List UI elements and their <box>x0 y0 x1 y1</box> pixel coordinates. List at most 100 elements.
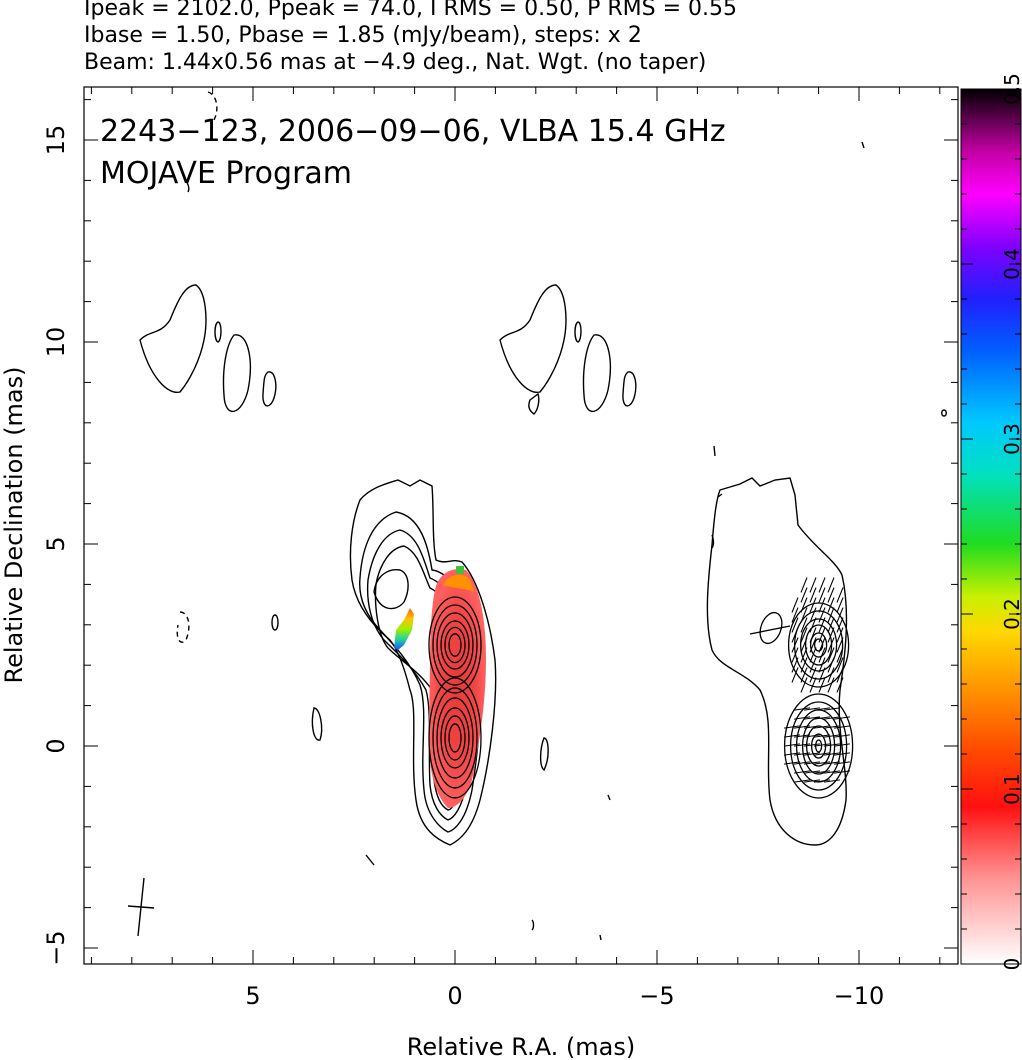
evpa-tick <box>827 587 835 603</box>
right-core-contour <box>789 701 848 791</box>
right-emission-blob-contour <box>574 321 582 343</box>
right-emission-blob-contour <box>582 334 611 413</box>
evpa-tick <box>818 657 826 673</box>
y-tick-label: 15 <box>42 125 70 156</box>
evpa-tick <box>804 734 820 738</box>
evpa-tick <box>827 617 835 633</box>
header-line-1: Ipeak = 2102.0, Ppeak = 74.0, I RMS = 0.… <box>84 0 737 21</box>
evpa-tick <box>794 716 810 720</box>
core-contour <box>448 633 462 657</box>
evpa-tick <box>836 667 844 683</box>
evpa-tick <box>827 627 835 643</box>
evpa-tick <box>794 734 810 738</box>
chart-title: 2243−123, 2006−09−06, VLBA 15.4 GHz <box>100 114 726 149</box>
evpa-tick <box>800 667 808 683</box>
evpa-tick <box>809 597 817 613</box>
evpa-tick <box>824 734 840 738</box>
evpa-tick <box>824 725 840 729</box>
x-tick-labels: 5 0 −5 −10 <box>245 982 884 1010</box>
evpa-tick <box>824 752 840 756</box>
evpa-tick <box>800 587 808 603</box>
evpa-tick <box>809 627 817 643</box>
evpa-tick <box>827 657 835 673</box>
polarization-edge <box>443 574 474 592</box>
beam-minor-axis <box>127 905 155 909</box>
noise-contour <box>531 919 535 931</box>
evpa-tick <box>804 761 820 765</box>
evpa-tick <box>818 607 826 623</box>
evpa-tick <box>836 647 844 663</box>
evpa-tick <box>784 725 800 729</box>
evpa-tick <box>836 637 844 653</box>
evpa-tick <box>794 725 810 729</box>
right-emission-blob-contour <box>622 371 637 407</box>
evpa-tick <box>791 617 799 633</box>
x-tick-label: −10 <box>834 982 885 1010</box>
evpa-tick <box>749 625 791 635</box>
evpa-tick <box>814 743 830 747</box>
evpa-tick <box>794 707 810 711</box>
evpa-tick <box>804 716 820 720</box>
evpa-tick <box>800 627 808 643</box>
evpa-tick <box>794 752 810 756</box>
core-contour <box>440 620 470 670</box>
evpa-tick <box>818 647 826 663</box>
evpa-tick <box>794 761 810 765</box>
core-contour <box>436 697 474 779</box>
evpa-tick <box>809 657 817 673</box>
evpa-tick <box>791 607 799 623</box>
evpa-tick <box>814 734 830 738</box>
evpa-tick <box>824 716 840 720</box>
evpa-tick <box>800 637 808 653</box>
evpa-tick <box>827 647 835 663</box>
evpa-tick <box>824 761 840 765</box>
right-core-contour <box>787 602 850 688</box>
noise-contour <box>185 179 190 193</box>
emission-blob-contour <box>222 334 251 413</box>
right-core-contour <box>799 618 838 672</box>
evpa-tick <box>794 779 810 783</box>
evpa-tick <box>827 607 835 623</box>
noise-contour <box>607 794 611 801</box>
core-contour <box>428 677 482 799</box>
evpa-tick <box>824 779 840 783</box>
evpa-tick <box>804 725 820 729</box>
evpa-tick <box>818 667 826 683</box>
right-knot-contour <box>759 611 783 645</box>
evpa-tick <box>800 677 808 693</box>
evpa-tick <box>824 707 840 711</box>
evpa-tick <box>791 637 799 653</box>
evpa-tick <box>814 725 830 729</box>
evpa-tick <box>818 577 826 593</box>
colorbar-ticks: 0 0.1 0.2 0.3 0.4 0.5 <box>961 73 1022 970</box>
noise-contour <box>528 392 540 415</box>
right-core-contour <box>804 624 833 666</box>
colorbar-tick-label: 0.4 <box>1000 248 1022 280</box>
evpa-tick <box>827 637 835 653</box>
evpa-tick <box>834 716 850 720</box>
y-tick-label: −5 <box>42 930 70 965</box>
evpa-tick <box>834 734 850 738</box>
core-contour <box>444 715 466 761</box>
evpa-tick <box>827 577 835 593</box>
evpa-tick <box>791 667 799 683</box>
evpa-tick <box>809 667 817 683</box>
evpa-tick <box>809 617 817 633</box>
evpa-tick <box>800 647 808 663</box>
evpa-tick <box>824 743 840 747</box>
evpa-tick <box>784 743 800 747</box>
emission-blob-contour <box>214 321 222 343</box>
noise-contour <box>861 141 865 149</box>
evpa-tick <box>800 577 808 593</box>
evpa-tick <box>827 597 835 613</box>
evpa-tick <box>818 617 826 633</box>
evpa-tick <box>804 770 820 774</box>
noise-contour <box>717 493 723 498</box>
emission-blob-contour <box>262 371 277 407</box>
core-contour <box>440 707 470 769</box>
right-outer-contour <box>706 477 848 846</box>
evpa-tick <box>809 607 817 623</box>
evpa-tick <box>804 743 820 747</box>
header-line-2: Ibase = 1.50, Pbase = 1.85 (mJy/beam), s… <box>84 23 642 48</box>
